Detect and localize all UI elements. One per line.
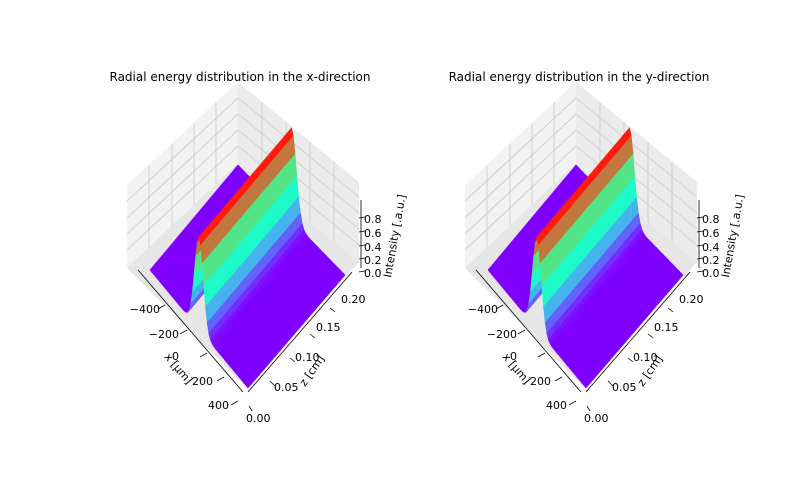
- intensity-tick-label: 0.6: [364, 227, 382, 240]
- x-ticks: −400 −200 0 200 400: [468, 303, 577, 412]
- x-tick-label: −200: [149, 328, 179, 341]
- chart-title: Radial energy distribution in the x-dire…: [110, 70, 371, 84]
- back-pane-left: [465, 82, 576, 268]
- z-tick-label: 0.10: [633, 351, 658, 364]
- x-ticks: −400 −200 0 200 400: [130, 303, 239, 412]
- x-tick-label: 0: [172, 350, 179, 363]
- back-pane-left: [127, 82, 238, 268]
- subplot-y-direction: Radial energy distribution in the y-dire…: [449, 70, 747, 425]
- x-tick-label: 0: [510, 350, 517, 363]
- z-tick-label: 0.15: [316, 321, 341, 334]
- intensity-axis-label: Intensity [.a.u.]: [719, 193, 746, 278]
- intensity-tick-label: 0.4: [702, 241, 720, 254]
- back-pane-right: [576, 82, 697, 262]
- z-ticks: 0.00 0.05 0.10 0.15 0.20: [584, 293, 704, 425]
- intensity-tick-label: 0.0: [702, 267, 720, 280]
- z-tick-label: 0.05: [274, 381, 299, 394]
- x-tick-label: 200: [530, 375, 551, 388]
- z-tick-label: 0.20: [679, 293, 704, 306]
- x-tick-label: 200: [192, 375, 213, 388]
- grid-lines: [126, 97, 360, 251]
- subplot-x-direction: Radial energy distribution in the x-dire…: [110, 70, 409, 425]
- intensity-tick-label: 0.8: [364, 213, 382, 226]
- surface: [149, 127, 346, 389]
- axis-lines: [475, 200, 700, 393]
- surface-strip: [246, 272, 346, 389]
- surface-strip: [584, 272, 684, 389]
- z-tick-label: 0.05: [612, 381, 637, 394]
- z-tick-label: 0.00: [246, 412, 271, 425]
- z-tick-label: 0.15: [654, 321, 679, 334]
- intensity-tick-label: 0.4: [364, 241, 382, 254]
- z-tick-label: 0.10: [295, 351, 320, 364]
- x-tick-label: −400: [130, 303, 160, 316]
- z-axis-line: [247, 271, 353, 393]
- x-tick-label: 400: [208, 399, 229, 412]
- x-tick-label: 400: [546, 399, 567, 412]
- z-ticks: 0.00 0.05 0.10 0.15 0.20: [246, 293, 366, 425]
- intensity-tick-label: 0.8: [702, 213, 720, 226]
- axis-lines: [137, 200, 362, 393]
- intensity-tick-label: 0.2: [364, 254, 382, 267]
- back-pane-right: [238, 82, 359, 262]
- intensity-axis-label: Intensity [.a.u.]: [381, 193, 408, 278]
- intensity-ticks: 0.0 0.2 0.4 0.6 0.8: [358, 213, 382, 280]
- z-tick-label: 0.20: [341, 293, 366, 306]
- intensity-tick-label: 0.6: [702, 227, 720, 240]
- x-axis-line: [137, 269, 244, 393]
- x-tick-label: −200: [487, 328, 517, 341]
- x-axis-line: [475, 269, 582, 393]
- intensity-tick-label: 0.0: [364, 267, 382, 280]
- surface: [487, 127, 684, 389]
- chart-title: Radial energy distribution in the y-dire…: [449, 70, 710, 84]
- z-axis-line: [585, 271, 691, 393]
- z-tick-label: 0.00: [584, 412, 609, 425]
- intensity-tick-label: 0.2: [702, 254, 720, 267]
- intensity-ticks: 0.0 0.2 0.4 0.6 0.8: [696, 213, 720, 280]
- x-tick-label: −400: [468, 303, 498, 316]
